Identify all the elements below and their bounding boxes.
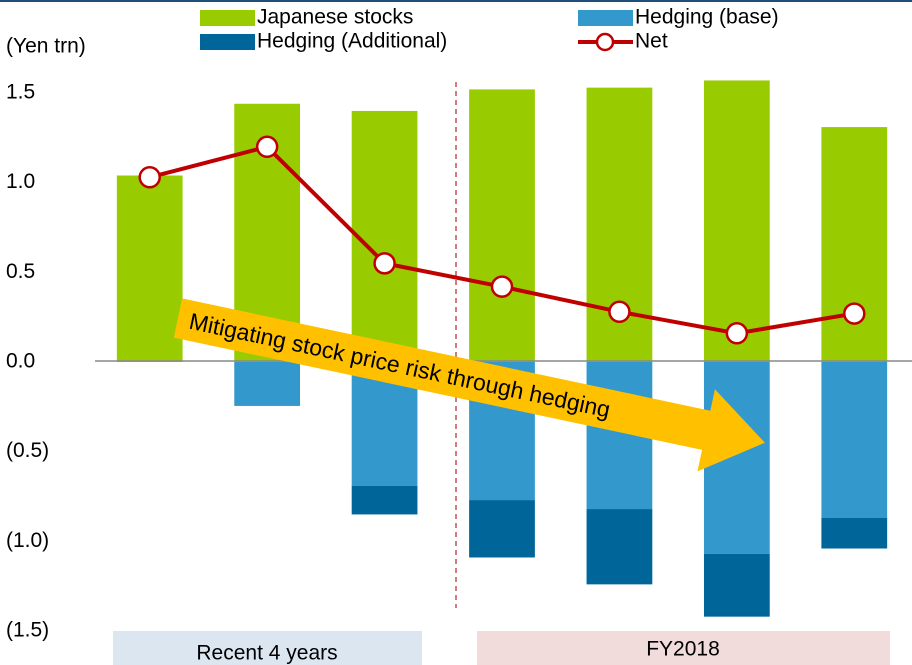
group-label: FY2018: [646, 638, 720, 661]
y-tick-label: 1.0: [6, 170, 35, 193]
bar: [116, 175, 183, 362]
bar: [351, 485, 418, 515]
y-tick-label: (0.5): [6, 439, 49, 462]
net-marker: [373, 252, 396, 275]
legend-swatch: [578, 10, 633, 26]
bar: [586, 509, 653, 585]
y-tick-label: (1.5): [6, 619, 49, 642]
legend-label: Japanese stocks: [257, 6, 413, 29]
legend-label: Net: [635, 30, 668, 53]
legend-label: Hedging (base): [635, 6, 779, 29]
group-box: [477, 631, 890, 665]
arrow-shape: [173, 298, 765, 472]
net-marker: [725, 322, 749, 345]
net-marker: [608, 300, 631, 324]
net-marker: [255, 135, 279, 159]
legend-label: Hedging (Additional): [257, 30, 447, 53]
y-tick-label: 1.5: [6, 81, 35, 104]
legend-swatch: [200, 10, 255, 26]
legend: Japanese stocks Hedging (base) Hedging (Ad…: [200, 6, 779, 53]
legend-marker: [595, 32, 615, 52]
net-marker: [138, 166, 161, 189]
bar: [821, 127, 888, 362]
net-marker: [843, 302, 866, 325]
legend-swatch: [200, 34, 255, 50]
bar: [821, 518, 888, 549]
y-tick-label: (1.0): [6, 529, 49, 552]
bar: [234, 362, 301, 406]
y-tick-label: 0.0: [6, 350, 35, 373]
bar: [821, 362, 888, 519]
bar: [703, 80, 770, 363]
y-tick-label: 0.5: [6, 260, 35, 283]
bar: [469, 89, 535, 362]
group-box: [113, 631, 422, 665]
bar: [351, 110, 418, 362]
net-marker: [490, 275, 514, 298]
lines: [138, 135, 866, 345]
y-axis-label: (Yen trn): [6, 35, 86, 58]
group-label: Recent 4 years: [196, 642, 337, 665]
bar: [469, 500, 535, 558]
bar: [703, 553, 770, 617]
